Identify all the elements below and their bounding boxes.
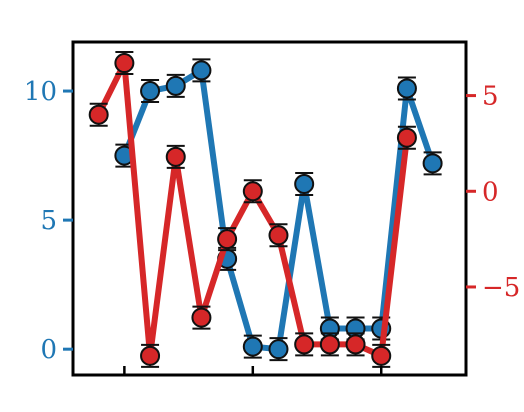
data-point (422, 153, 443, 174)
data-point (294, 173, 315, 194)
data-point (294, 334, 315, 355)
left-tick-label: 0 (40, 335, 57, 365)
data-point (191, 307, 212, 328)
data-point (114, 53, 135, 74)
left-tick-label: 5 (40, 206, 57, 236)
right-tick-label: −5 (482, 273, 520, 303)
series-red (88, 51, 417, 368)
data-point (165, 146, 186, 167)
data-point (165, 75, 186, 96)
data-point (191, 60, 212, 81)
data-point (140, 81, 161, 102)
data-point (88, 104, 109, 125)
left-tick-label: 10 (24, 77, 57, 107)
data-point (345, 334, 366, 355)
data-point (396, 78, 417, 99)
data-point (242, 336, 263, 357)
data-point (217, 229, 238, 250)
data-point (268, 339, 289, 360)
right-tick-label: 5 (482, 82, 499, 112)
data-point (396, 127, 417, 148)
data-point (242, 181, 263, 202)
series-blue (114, 58, 443, 362)
data-point (140, 345, 161, 366)
data-point (371, 345, 392, 366)
data-point (319, 334, 340, 355)
plot-frame (71, 40, 468, 377)
data-point (268, 225, 289, 246)
right-tick-label: 0 (482, 177, 499, 207)
